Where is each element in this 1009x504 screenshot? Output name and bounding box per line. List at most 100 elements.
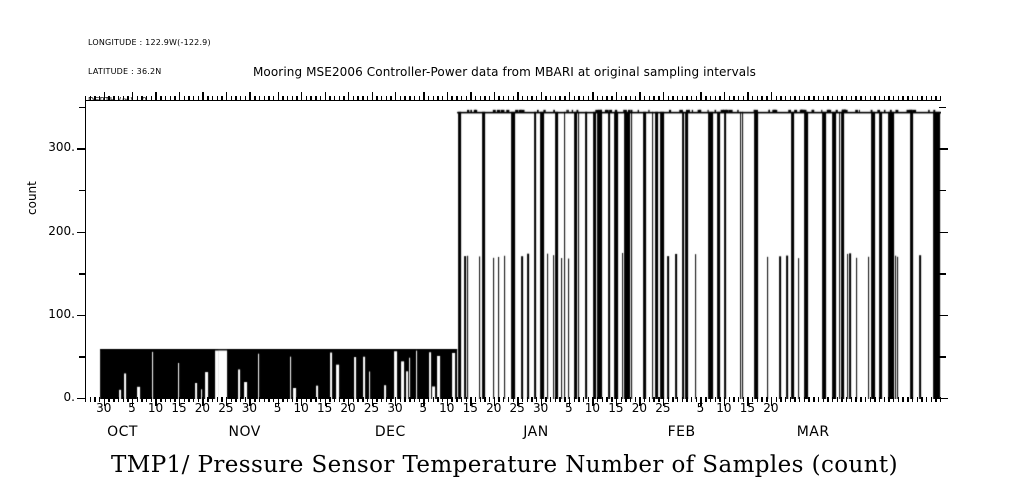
axis-tick <box>169 397 171 402</box>
axis-tick <box>479 96 481 101</box>
axis-tick <box>940 96 942 101</box>
axis-tick <box>850 397 853 402</box>
axis-tick <box>99 96 101 101</box>
axis-tick <box>155 397 157 406</box>
axis-tick <box>380 96 383 101</box>
axis-tick <box>366 397 369 402</box>
axis-tick <box>193 397 195 402</box>
axis-tick <box>940 397 942 402</box>
axis-tick <box>211 397 214 402</box>
axis-tick <box>531 397 533 402</box>
axis-tick <box>634 397 637 402</box>
axis-tick <box>376 96 378 101</box>
axis-tick <box>164 96 167 101</box>
axis-tick <box>319 397 322 402</box>
axis-tick <box>174 397 176 402</box>
axis-tick <box>183 96 186 101</box>
axis-tick <box>254 397 256 402</box>
axis-tick <box>395 397 397 406</box>
axis-tick <box>644 397 646 402</box>
metadata-latitude: LATITUDE : 36.2N <box>88 66 162 76</box>
axis-tick <box>756 397 759 402</box>
x-tick-label: 5 <box>565 401 573 415</box>
axis-tick <box>291 96 294 101</box>
axis-tick <box>503 397 505 402</box>
axis-tick <box>695 96 698 101</box>
axis-tick <box>150 96 153 101</box>
axis-tick <box>315 397 317 402</box>
axis-tick <box>625 397 627 402</box>
axis-tick <box>916 96 918 101</box>
axis-tick <box>122 96 124 101</box>
axis-tick <box>719 96 721 101</box>
axis-tick <box>446 92 449 101</box>
axis-tick <box>287 397 289 402</box>
axis-tick <box>155 92 157 101</box>
axis-tick <box>925 96 928 101</box>
axis-tick <box>860 397 862 402</box>
axis-tick <box>658 96 660 101</box>
axis-tick <box>540 92 543 101</box>
axis-tick <box>756 96 759 101</box>
axis-tick <box>517 92 519 101</box>
axis-tick <box>244 96 247 101</box>
metadata-longitude: LONGITUDE : 122.9W(-122.9) <box>88 38 211 48</box>
axis-tick <box>296 397 298 402</box>
axis-tick <box>874 96 876 101</box>
axis-tick <box>761 96 763 101</box>
axis-tick <box>404 397 406 402</box>
plot-title: Mooring MSE2006 Controller-Power data fr… <box>252 65 757 79</box>
axis-tick <box>230 96 233 101</box>
axis-tick <box>207 96 209 101</box>
axis-tick <box>860 96 862 101</box>
axis-tick <box>869 96 871 101</box>
axis-tick <box>489 397 491 402</box>
axis-tick <box>587 96 590 101</box>
axis-tick <box>258 397 261 402</box>
axis-tick <box>564 397 566 402</box>
axis-tick <box>127 96 129 101</box>
axis-tick <box>329 96 331 101</box>
axis-tick <box>597 96 599 101</box>
axis-tick <box>188 96 190 101</box>
axis-tick <box>357 96 359 101</box>
axis-tick <box>606 397 608 402</box>
axis-tick <box>709 96 712 101</box>
axis-tick <box>667 397 669 402</box>
axis-tick <box>442 397 444 402</box>
axis-tick <box>822 96 824 101</box>
axis-tick <box>770 92 773 101</box>
axis-tick <box>517 397 519 406</box>
x-tick-label: 10 <box>584 401 600 415</box>
axis-tick <box>451 96 453 101</box>
axis-tick <box>681 96 683 101</box>
axis-tick <box>178 397 181 406</box>
x-tick-label: 20 <box>486 401 502 415</box>
axis-tick <box>939 189 946 192</box>
axis-tick <box>582 96 585 101</box>
axis-tick <box>437 397 439 402</box>
axis-tick <box>117 96 120 101</box>
axis-tick <box>554 96 557 101</box>
axis-tick <box>390 96 392 101</box>
axis-tick <box>178 92 181 101</box>
axis-tick <box>676 397 679 402</box>
axis-tick <box>615 397 618 406</box>
axis-tick <box>817 397 820 402</box>
axis-tick <box>160 397 162 402</box>
axis-tick <box>427 397 430 402</box>
axis-tick <box>686 397 688 402</box>
axis-tick <box>352 96 355 101</box>
axis-tick <box>723 92 726 101</box>
axis-tick <box>493 397 496 406</box>
axis-tick <box>766 96 768 101</box>
axis-tick <box>526 397 528 402</box>
axis-tick <box>202 92 204 101</box>
axis-tick <box>578 96 580 101</box>
axis-tick <box>258 96 261 101</box>
axis-tick <box>108 397 110 402</box>
axis-tick <box>197 397 200 402</box>
axis-tick <box>799 397 801 402</box>
axis-tick <box>521 96 524 101</box>
axis-tick <box>460 397 463 402</box>
